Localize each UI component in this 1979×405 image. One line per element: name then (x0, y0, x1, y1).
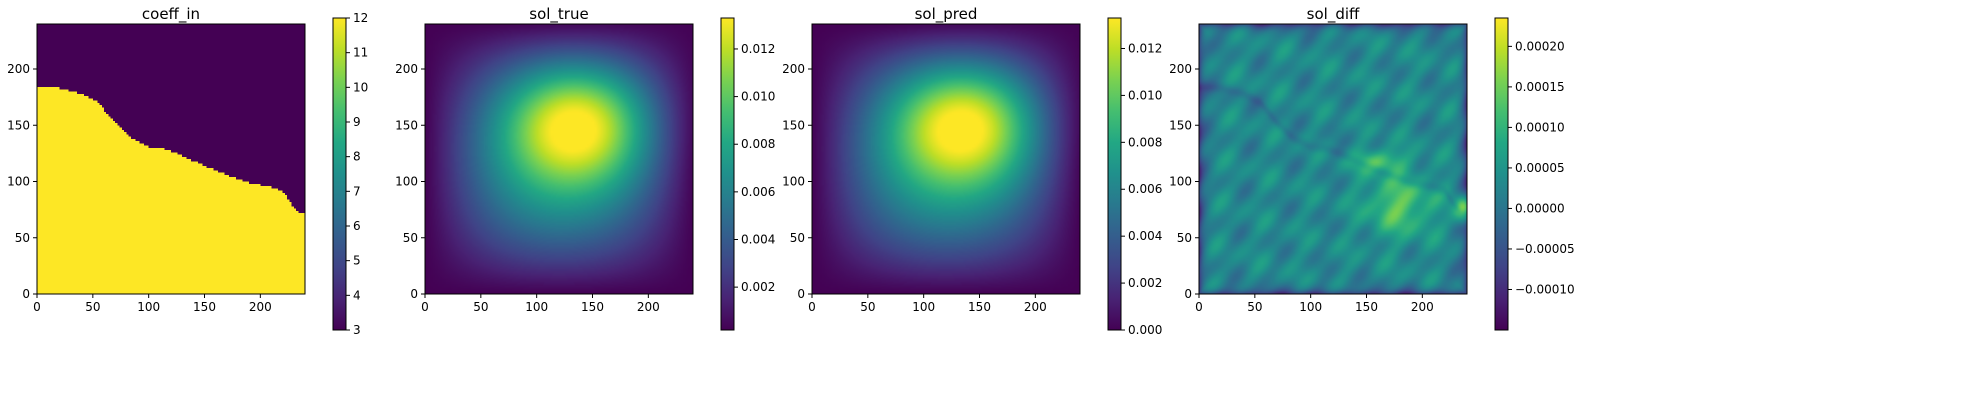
heatmap-image (812, 24, 1080, 294)
x-tick-label: 0 (1195, 300, 1203, 314)
colorbar-tick-label: 11 (353, 46, 368, 60)
colorbar-tick-label: −0.00005 (1515, 242, 1575, 256)
colorbar-tick-label: 0.00005 (1515, 161, 1565, 175)
colorbar-tick-label: 0.008 (1128, 135, 1162, 149)
x-tick-label: 50 (1247, 300, 1262, 314)
colorbar (332, 17, 347, 331)
y-tick-label: 50 (790, 231, 805, 245)
x-tick-label: 0 (421, 300, 429, 314)
colorbar (720, 17, 735, 331)
colorbar-tick-label: 6 (353, 219, 361, 233)
subplot-title: sol_true (529, 5, 588, 24)
colorbar-tick-label: 0.004 (1128, 229, 1162, 243)
axes-frame (811, 23, 1081, 295)
x-tick-label: 0 (33, 300, 41, 314)
y-tick-label: 50 (1177, 231, 1192, 245)
x-tick-label: 50 (473, 300, 488, 314)
colorbar-tick-label: 9 (353, 115, 361, 129)
x-tick-label: 100 (912, 300, 935, 314)
colorbar-tick-label: 0.006 (1128, 182, 1162, 196)
colorbar-tick-label: 8 (353, 150, 361, 164)
y-tick-label: 100 (1169, 175, 1192, 189)
x-tick-label: 100 (137, 300, 160, 314)
y-tick-label: 200 (1169, 62, 1192, 76)
x-tick-label: 0 (808, 300, 816, 314)
x-tick-label: 50 (860, 300, 875, 314)
subplot-canvas: sol_pred 0 50 100 150 200 0 50 100 150 200 0.000 0.0… (782, 5, 1162, 337)
subplot-sol-true: sol_true 0 50 100 150 200 0 50 100 150 200 0.002 0.0… (388, 0, 858, 405)
x-tick-label: 200 (637, 300, 660, 314)
colorbar (1494, 17, 1509, 331)
colorbar-tick-label: 0.010 (1128, 88, 1162, 102)
y-tick-label: 100 (395, 175, 418, 189)
axes-frame (36, 23, 306, 295)
y-tick-label: 150 (782, 118, 805, 132)
colorbar-tick-label: 0.012 (1128, 41, 1162, 55)
y-tick-label: 100 (7, 175, 30, 189)
colorbar-tick-label: 0.00015 (1515, 80, 1565, 94)
subplot-canvas: sol_true 0 50 100 150 200 0 50 100 150 200 0.002 0.0… (395, 5, 775, 331)
colorbar (1107, 17, 1122, 331)
colorbar-tick-label: 0.00010 (1515, 120, 1565, 134)
colorbar-tick-label: 0.012 (741, 42, 775, 56)
x-tick-label: 150 (581, 300, 604, 314)
subplot-coeff-in: coeff_in 0 50 100 150 200 0 50 100 150 200 3 4 5 6 7 8 9 1… (0, 0, 470, 405)
y-tick-label: 0 (22, 287, 30, 301)
y-tick-label: 0 (1184, 287, 1192, 301)
colorbar-tick-label: 0.010 (741, 90, 775, 104)
colorbar-tick-label: 0.000 (1128, 323, 1162, 337)
subplot-sol-diff: sol_diff 0 50 100 150 200 0 50 100 150 200 −0.00010… (1162, 0, 1632, 405)
colorbar-tick-label: 0.006 (741, 185, 775, 199)
y-tick-label: 200 (395, 62, 418, 76)
y-tick-label: 200 (782, 62, 805, 76)
subplot-canvas: sol_diff 0 50 100 150 200 0 50 100 150 200 −0.00010… (1169, 5, 1575, 331)
y-tick-label: 150 (395, 118, 418, 132)
y-tick-label: 0 (797, 287, 805, 301)
colorbar-tick-label: 0.002 (741, 280, 775, 294)
colorbar-tick-label: 10 (353, 80, 368, 94)
y-tick-label: 150 (1169, 118, 1192, 132)
y-tick-label: 200 (7, 62, 30, 76)
x-tick-label: 150 (968, 300, 991, 314)
axes-frame (1198, 23, 1468, 295)
colorbar-tick-label: 12 (353, 11, 368, 25)
subplot-title: coeff_in (142, 5, 200, 24)
x-tick-label: 100 (525, 300, 548, 314)
subplot-title: sol_diff (1307, 5, 1360, 24)
y-tick-label: 50 (15, 231, 30, 245)
heatmap-image (425, 24, 693, 294)
x-tick-label: 150 (1355, 300, 1378, 314)
x-tick-label: 150 (193, 300, 216, 314)
colorbar-tick-label: 0.00000 (1515, 201, 1565, 215)
x-tick-label: 200 (1024, 300, 1047, 314)
colorbar-tick-label: 0.004 (741, 232, 775, 246)
y-tick-label: 100 (782, 175, 805, 189)
heatmap-image (1199, 24, 1467, 294)
colorbar-tick-label: 0.00020 (1515, 39, 1565, 53)
x-tick-label: 200 (249, 300, 272, 314)
y-tick-label: 50 (403, 231, 418, 245)
subplot-sol-pred: sol_pred 0 50 100 150 200 0 50 100 150 200 0.000 0.0… (775, 0, 1245, 405)
subplot-title: sol_pred (915, 5, 978, 24)
y-tick-label: 150 (7, 118, 30, 132)
axes-frame (424, 23, 694, 295)
x-tick-label: 200 (1411, 300, 1434, 314)
colorbar-tick-label: 0.008 (741, 137, 775, 151)
colorbar-tick-label: 4 (353, 288, 361, 302)
colorbar-tick-label: 5 (353, 254, 361, 268)
colorbar-tick-label: −0.00010 (1515, 282, 1575, 296)
subplot-canvas: coeff_in 0 50 100 150 200 0 50 100 150 200 3 4 5 6 7 8 9 1… (7, 5, 368, 337)
colorbar-tick-label: 7 (353, 184, 361, 198)
colorbar-tick-label: 0.002 (1128, 276, 1162, 290)
heatmap-image (37, 24, 305, 294)
colorbar-tick-label: 3 (353, 323, 361, 337)
x-tick-label: 50 (85, 300, 100, 314)
x-tick-label: 100 (1299, 300, 1322, 314)
y-tick-label: 0 (410, 287, 418, 301)
